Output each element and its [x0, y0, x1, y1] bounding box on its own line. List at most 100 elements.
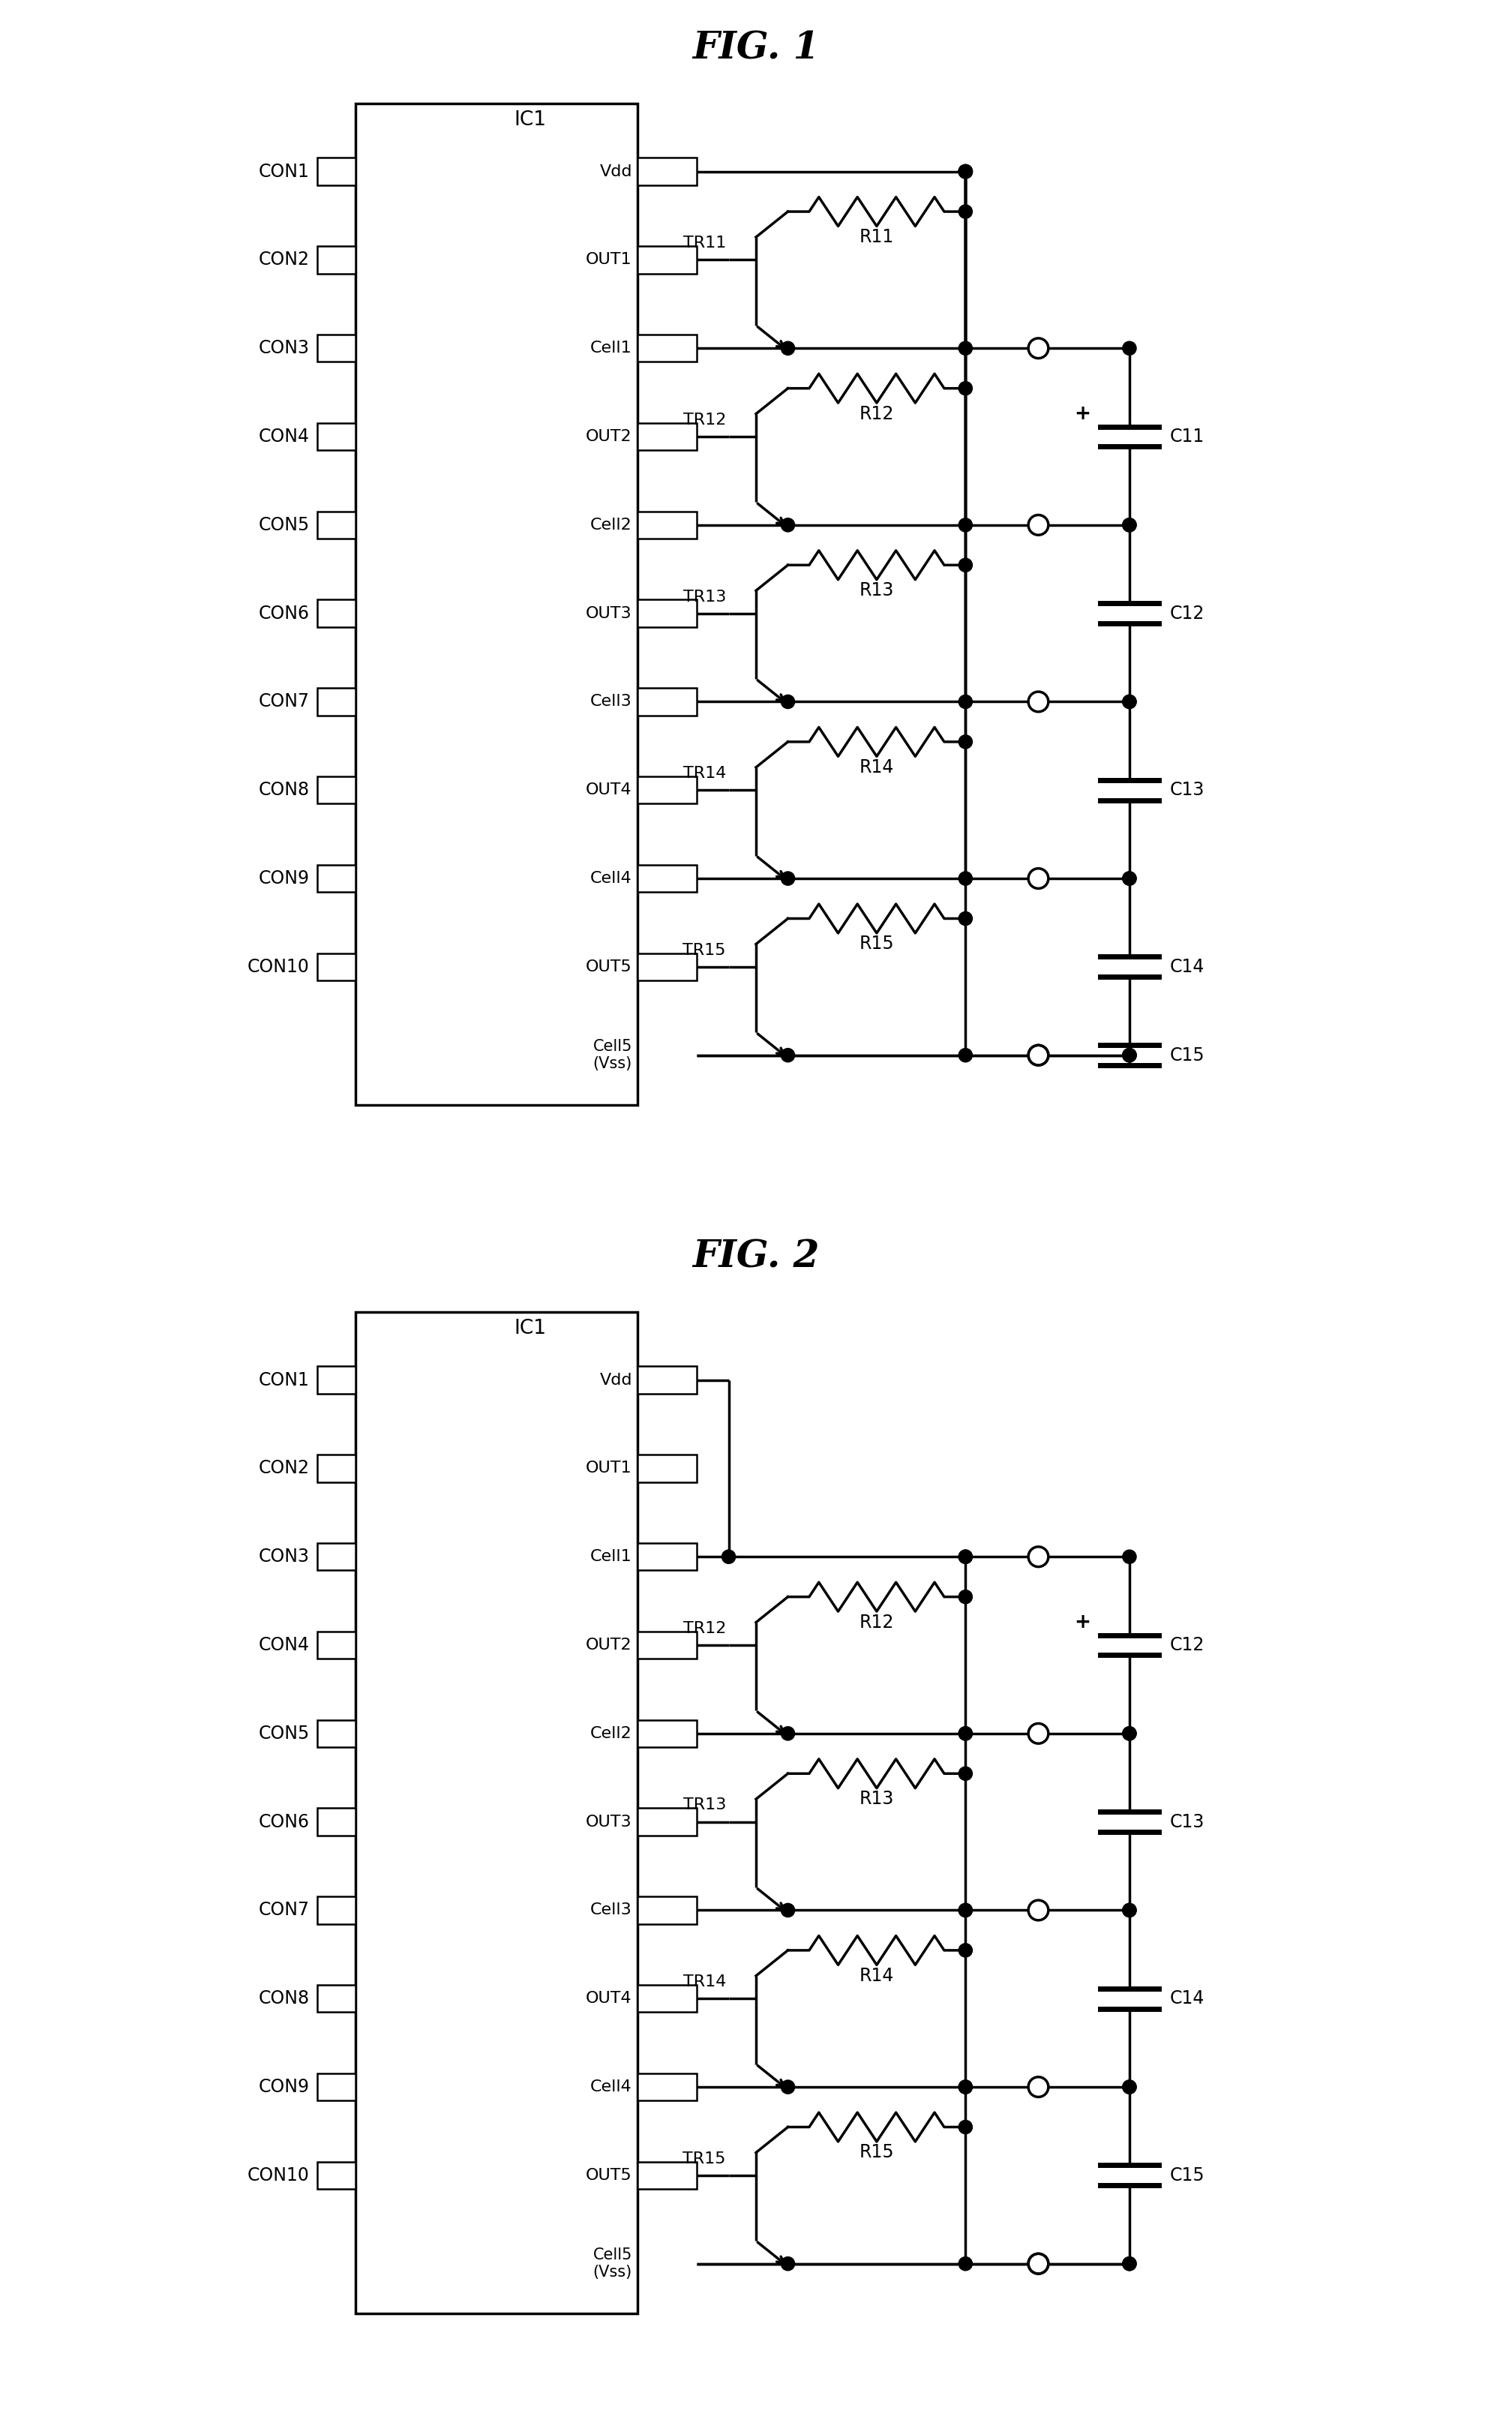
Text: FIG. 2: FIG. 2 [692, 1240, 820, 1276]
Text: CON3: CON3 [259, 1547, 310, 1566]
Text: CON2: CON2 [259, 251, 310, 268]
Circle shape [782, 873, 795, 885]
Text: TR14: TR14 [683, 766, 726, 781]
Circle shape [959, 164, 972, 179]
Text: C12: C12 [1169, 1636, 1204, 1653]
Circle shape [959, 696, 972, 708]
Circle shape [1028, 338, 1048, 358]
Text: R13: R13 [859, 582, 894, 599]
Circle shape [782, 1726, 795, 1740]
Circle shape [959, 2257, 972, 2270]
Circle shape [1028, 691, 1048, 711]
Circle shape [959, 558, 972, 573]
Text: CON4: CON4 [259, 1636, 310, 1653]
Bar [638, 1984, 697, 2013]
Circle shape [959, 382, 972, 394]
Bar [318, 1897, 355, 1924]
Bar [318, 776, 355, 805]
Text: TR14: TR14 [683, 1975, 726, 1989]
Text: Cell1: Cell1 [590, 1549, 632, 1564]
Bar [318, 1721, 355, 1747]
Text: +: + [1074, 1612, 1090, 1631]
Circle shape [959, 1726, 972, 1740]
Circle shape [782, 517, 795, 532]
Text: Cell3: Cell3 [590, 1902, 632, 1917]
Bar [638, 1631, 697, 1658]
Text: CON7: CON7 [259, 1902, 310, 1919]
Circle shape [782, 341, 795, 355]
Bar [638, 512, 697, 539]
Bar [638, 1897, 697, 1924]
Circle shape [1122, 1726, 1137, 1740]
Text: OUT5: OUT5 [585, 960, 632, 974]
Circle shape [1028, 2253, 1048, 2274]
Circle shape [959, 1549, 972, 1564]
Circle shape [1122, 873, 1137, 885]
Circle shape [959, 1590, 972, 1602]
Bar [318, 599, 355, 626]
Text: TR13: TR13 [683, 590, 726, 604]
Bar [318, 2074, 355, 2100]
Text: OUT4: OUT4 [587, 783, 632, 798]
Circle shape [1122, 2081, 1137, 2093]
Text: TR12: TR12 [683, 413, 726, 428]
Circle shape [959, 164, 972, 179]
Text: CON8: CON8 [259, 781, 310, 800]
Bar [318, 1542, 355, 1571]
Circle shape [1122, 341, 1137, 355]
Bar [638, 1455, 697, 1482]
Bar [638, 689, 697, 715]
Bar [318, 865, 355, 892]
Text: OUT1: OUT1 [587, 251, 632, 268]
Text: R13: R13 [859, 1791, 894, 1808]
Circle shape [1122, 2081, 1137, 2093]
Circle shape [959, 1767, 972, 1781]
Bar [638, 1542, 697, 1571]
Text: C14: C14 [1169, 1989, 1204, 2009]
Circle shape [959, 2081, 972, 2093]
Bar [638, 157, 697, 186]
Text: Cell4: Cell4 [590, 870, 632, 887]
Text: CON5: CON5 [259, 1723, 310, 1743]
Circle shape [782, 2257, 795, 2270]
Text: TR13: TR13 [683, 1798, 726, 1813]
Text: OUT3: OUT3 [587, 607, 632, 621]
Text: OUT2: OUT2 [587, 430, 632, 445]
Text: CON1: CON1 [259, 162, 310, 181]
Circle shape [1122, 1549, 1137, 1564]
Bar [355, 104, 638, 1105]
Circle shape [1122, 517, 1137, 532]
Bar [318, 157, 355, 186]
Circle shape [1122, 1905, 1137, 1917]
Circle shape [1122, 2257, 1137, 2270]
Text: IC1: IC1 [514, 1320, 546, 1339]
Bar [638, 599, 697, 626]
Circle shape [1028, 1547, 1048, 1566]
Circle shape [1122, 1905, 1137, 1917]
Text: CON1: CON1 [259, 1370, 310, 1390]
Circle shape [959, 1943, 972, 1958]
Text: CON5: CON5 [259, 515, 310, 534]
Bar [318, 1984, 355, 2013]
Text: CON8: CON8 [259, 1989, 310, 2009]
Bar [318, 423, 355, 450]
Circle shape [959, 2120, 972, 2134]
Bar [318, 1366, 355, 1395]
Text: IC1: IC1 [514, 111, 546, 131]
Circle shape [959, 164, 972, 179]
Text: R12: R12 [859, 404, 894, 423]
Text: CON6: CON6 [259, 1813, 310, 1830]
Circle shape [782, 2081, 795, 2093]
Bar [638, 952, 697, 981]
Text: R12: R12 [859, 1612, 894, 1631]
Circle shape [959, 164, 972, 179]
Text: CON10: CON10 [248, 2166, 310, 2185]
Text: CON10: CON10 [248, 957, 310, 976]
Text: R11: R11 [859, 227, 894, 247]
Circle shape [959, 911, 972, 926]
Bar [355, 1312, 638, 2313]
Circle shape [959, 164, 972, 179]
Bar [638, 2161, 697, 2190]
Text: R14: R14 [859, 1967, 894, 1984]
Circle shape [1122, 1049, 1137, 1061]
